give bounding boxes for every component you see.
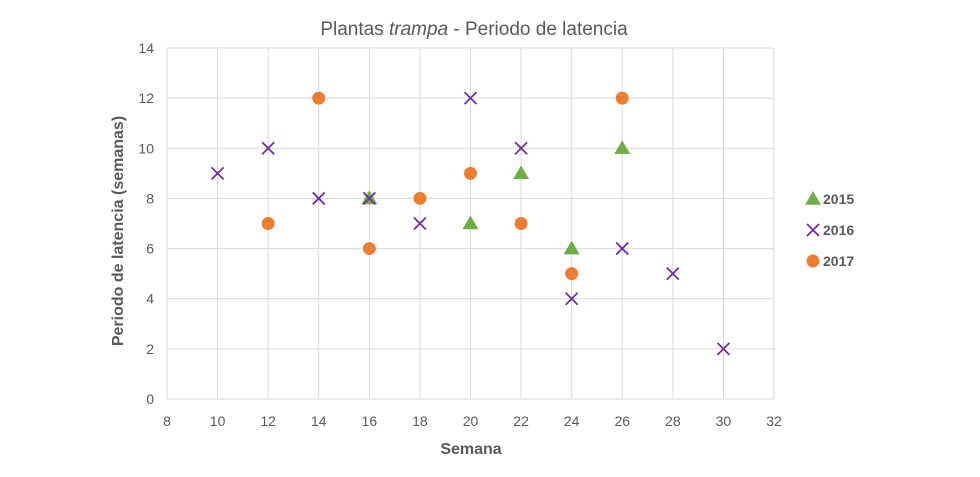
y-tick-label: 10 <box>138 140 154 156</box>
data-point-2016 <box>210 166 225 180</box>
chart-title-part-italic: trampa <box>389 19 448 40</box>
legend-marker-2015 <box>805 191 821 205</box>
x-tick-label: 20 <box>463 413 479 429</box>
x-tick-label: 26 <box>614 413 630 429</box>
chart-title-part-1: Plantas <box>320 19 389 40</box>
y-tick-label: 14 <box>138 40 154 56</box>
data-point-2015 <box>614 140 631 155</box>
data-point-2016 <box>615 241 629 256</box>
y-tick-label: 4 <box>146 291 154 307</box>
x-tick-label: 22 <box>513 413 529 429</box>
data-point-2017 <box>312 91 326 105</box>
y-tick-label: 0 <box>146 391 154 407</box>
data-point-2016 <box>666 267 680 281</box>
chart-title-part-3: - Periodo de latencia <box>448 19 628 40</box>
x-tick-label: 14 <box>311 413 327 429</box>
data-point-2017 <box>261 217 275 230</box>
data-point-2016 <box>362 191 376 206</box>
y-tick-label: 2 <box>146 341 154 357</box>
y-axis-label: Periodo de latencia (semanas) <box>110 116 127 346</box>
legend-label-2015: 2015 <box>823 191 854 207</box>
data-point-2017 <box>464 166 477 180</box>
data-point-2017 <box>565 267 579 281</box>
data-point-2015 <box>513 165 530 180</box>
data-point-2017 <box>362 242 376 256</box>
data-point-2016 <box>514 141 528 155</box>
y-tick-label: 6 <box>146 241 154 257</box>
x-axis-label: Semana <box>440 441 501 458</box>
legend-marker-2016 <box>806 223 820 237</box>
chart-title: Plantas trampa - Periodo de latencia <box>320 19 628 40</box>
x-tick-label: 10 <box>210 413 226 429</box>
x-tick-label: 8 <box>163 413 171 429</box>
x-tick-label: 16 <box>362 413 378 429</box>
data-point-2016 <box>716 342 731 356</box>
legend-marker-2017 <box>806 254 820 268</box>
data-point-2016 <box>261 141 275 155</box>
data-point-2016 <box>463 91 478 105</box>
x-tick-label: 32 <box>766 413 782 429</box>
legend-label-2017: 2017 <box>823 253 854 269</box>
data-point-2016 <box>312 191 326 206</box>
data-points <box>210 91 731 356</box>
x-tick-label: 24 <box>564 413 580 429</box>
data-point-2017 <box>615 91 629 105</box>
x-tick-label: 18 <box>412 413 428 429</box>
x-tick-label: 12 <box>260 413 276 429</box>
data-point-2015 <box>462 215 479 230</box>
x-tick-label: 30 <box>716 413 732 429</box>
data-point-2015 <box>563 240 580 255</box>
y-tick-label: 8 <box>146 190 154 206</box>
y-tick-label: 12 <box>138 90 154 106</box>
data-point-2016 <box>565 292 579 306</box>
x-tick-label: 28 <box>665 413 681 429</box>
data-point-2017 <box>413 191 427 205</box>
data-point-2017 <box>514 217 528 230</box>
data-point-2016 <box>413 216 427 231</box>
legend: 2015 2016 2017 <box>805 191 854 269</box>
legend-label-2016: 2016 <box>823 222 854 238</box>
